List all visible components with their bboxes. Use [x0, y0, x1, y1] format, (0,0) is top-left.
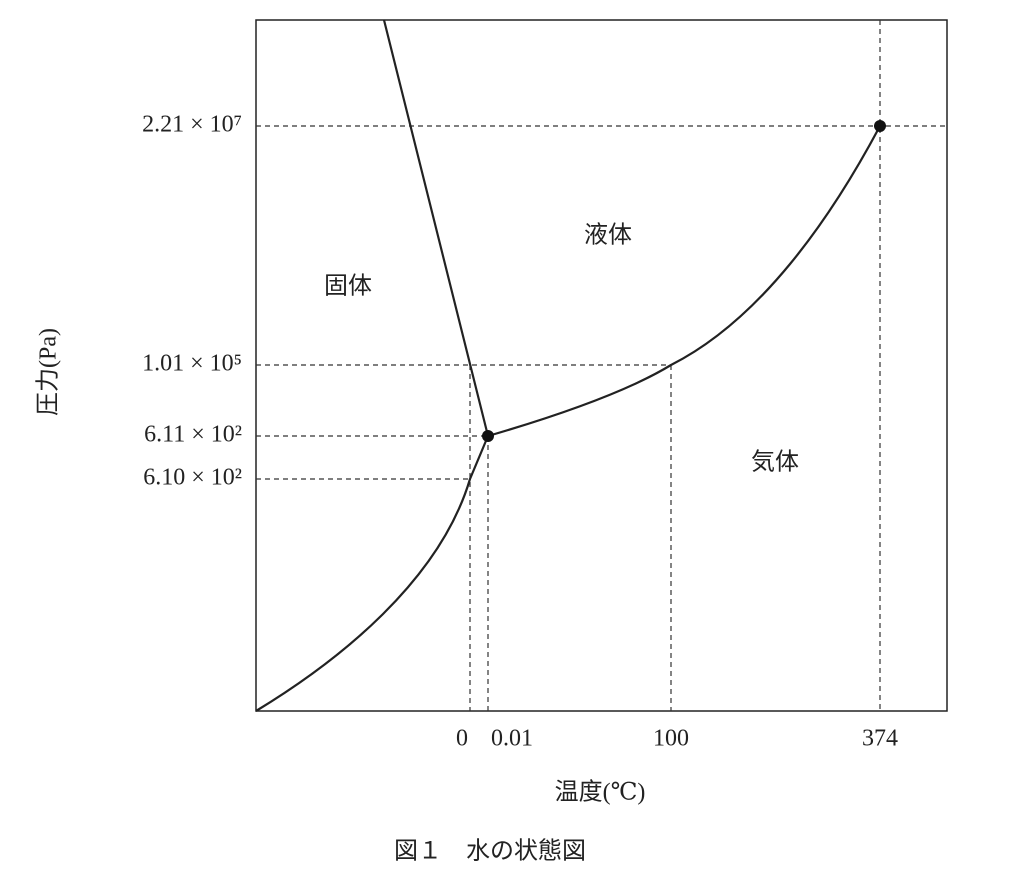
critical-point — [874, 120, 886, 132]
x-tick-label: 100 — [653, 726, 689, 752]
region-label: 液体 — [584, 222, 632, 249]
x-tick-label: 0.01 — [491, 726, 533, 752]
region-label: 気体 — [751, 449, 799, 476]
x-tick-label: 0 — [456, 726, 468, 752]
x-axis-label: 温度(℃) — [555, 779, 646, 806]
y-tick-label: 2.21 × 10⁷ — [142, 112, 242, 138]
caption: 図１ 水の状態図 — [394, 838, 586, 865]
x-tick-label: 374 — [862, 726, 898, 752]
guide-lines — [256, 20, 947, 711]
triple-point — [482, 430, 494, 442]
vaporization-curve — [487, 125, 881, 438]
sublimation-curve — [255, 435, 490, 712]
y-tick-label: 1.01 × 10⁵ — [142, 351, 242, 377]
y-tick-label: 6.11 × 10² — [144, 422, 242, 448]
region-label: 固体 — [324, 273, 372, 300]
melting-curve — [382, 19, 490, 437]
y-tick-label: 6.10 × 10² — [143, 465, 242, 491]
y-axis-label: 圧力(Pa) — [35, 328, 62, 416]
